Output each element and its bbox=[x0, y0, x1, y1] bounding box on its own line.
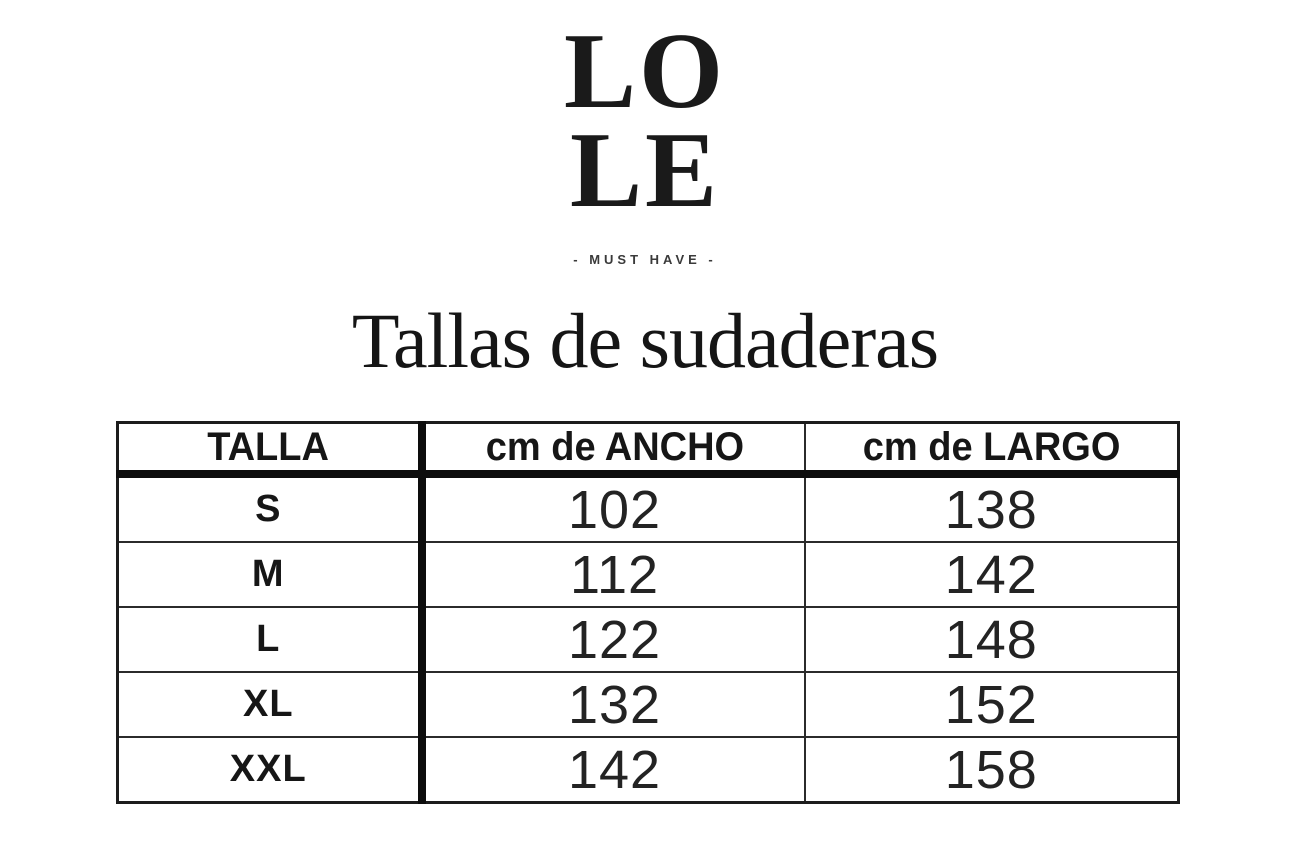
ancho-cell: 102 bbox=[420, 473, 806, 543]
size-cell: S bbox=[116, 473, 426, 543]
column-header-ancho: cm de ANCHO bbox=[420, 421, 806, 478]
brand-logo-line2: LE bbox=[569, 111, 721, 230]
ancho-cell: 112 bbox=[420, 541, 806, 608]
table-row-m: M 112 142 bbox=[116, 541, 1180, 608]
largo-cell: 142 bbox=[803, 541, 1180, 608]
ancho-cell: 142 bbox=[420, 736, 806, 804]
column-header-largo: cm de LARGO bbox=[803, 421, 1180, 478]
brand-logo-line1: LO bbox=[563, 12, 727, 131]
size-cell: L bbox=[116, 606, 426, 673]
largo-cell: 138 bbox=[803, 473, 1180, 543]
column-header-ancho-label: cm de ANCHO bbox=[485, 424, 744, 469]
largo-cell: 152 bbox=[803, 671, 1180, 738]
brand-tagline: - MUST HAVE - bbox=[573, 252, 717, 267]
table-row-xl: XL 132 152 bbox=[116, 671, 1180, 738]
largo-cell: 148 bbox=[803, 606, 1180, 673]
size-table-header-row: TALLA cm de ANCHO cm de LARGO bbox=[116, 421, 1180, 478]
size-cell: XXL bbox=[116, 736, 426, 804]
table-row-xxl: XXL 142 158 bbox=[116, 736, 1180, 804]
table-row-l: L 122 148 bbox=[116, 606, 1180, 673]
table-row-s: S 102 138 bbox=[116, 473, 1180, 543]
column-header-talla: TALLA bbox=[116, 421, 426, 478]
column-header-largo-label: cm de LARGO bbox=[862, 424, 1121, 469]
brand-logo: LO LE bbox=[0, 12, 1290, 230]
page-title: Tallas de sudaderas bbox=[351, 297, 939, 384]
largo-cell: 158 bbox=[803, 736, 1180, 804]
size-cell: M bbox=[116, 541, 426, 608]
ancho-cell: 132 bbox=[420, 671, 806, 738]
size-cell: XL bbox=[116, 671, 426, 738]
column-header-talla-label: TALLA bbox=[207, 424, 330, 469]
size-table: TALLA cm de ANCHO cm de LARGO S 102 138 … bbox=[116, 421, 1180, 804]
ancho-cell: 122 bbox=[420, 606, 806, 673]
